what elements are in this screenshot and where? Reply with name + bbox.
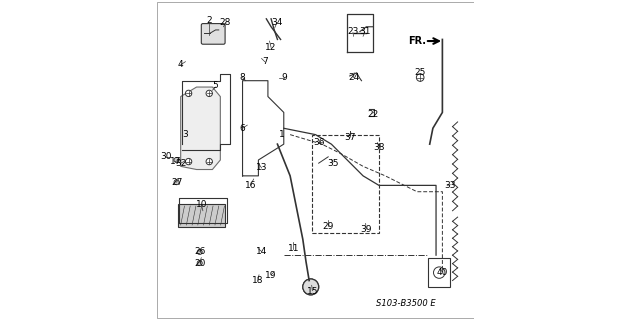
Text: 2: 2: [206, 16, 212, 25]
Text: 35: 35: [327, 159, 339, 168]
Text: 18: 18: [252, 276, 264, 285]
Text: 16: 16: [245, 181, 256, 190]
Text: 36: 36: [313, 138, 324, 147]
Text: 31: 31: [359, 27, 370, 36]
Text: 5: 5: [213, 81, 218, 90]
Text: S103-B3500 E: S103-B3500 E: [377, 299, 436, 308]
Text: 13: 13: [256, 164, 268, 172]
FancyBboxPatch shape: [201, 24, 225, 44]
Circle shape: [303, 279, 319, 295]
Text: 32: 32: [175, 159, 186, 168]
Text: 3: 3: [182, 130, 188, 139]
Text: 37: 37: [345, 133, 356, 142]
Text: 14: 14: [256, 247, 268, 257]
Text: 6: 6: [240, 124, 245, 133]
Text: 4: 4: [178, 60, 184, 69]
Text: 30: 30: [160, 152, 172, 161]
Text: 11: 11: [288, 244, 299, 253]
Text: 25: 25: [415, 68, 426, 77]
Text: 1: 1: [280, 130, 285, 139]
Text: 40: 40: [437, 268, 448, 277]
Text: 8: 8: [240, 73, 245, 82]
Circle shape: [197, 250, 203, 254]
Text: 23: 23: [347, 27, 358, 36]
Circle shape: [197, 260, 203, 266]
Circle shape: [206, 158, 213, 165]
Text: FR.: FR.: [408, 36, 427, 46]
Text: 15: 15: [307, 287, 318, 296]
Text: 27: 27: [171, 178, 182, 187]
Bar: [312, 135, 379, 233]
Text: 22: 22: [367, 109, 378, 118]
Text: 9: 9: [281, 73, 286, 82]
Bar: [428, 258, 451, 287]
Text: 28: 28: [220, 18, 231, 27]
Polygon shape: [177, 204, 225, 227]
Text: 33: 33: [445, 181, 456, 190]
Text: 10: 10: [196, 200, 207, 209]
Circle shape: [174, 180, 179, 185]
Text: 19: 19: [266, 271, 277, 280]
Text: 39: 39: [360, 225, 372, 234]
Text: 20: 20: [194, 259, 206, 268]
Text: 17: 17: [170, 157, 181, 166]
Polygon shape: [180, 87, 220, 170]
Text: 38: 38: [373, 143, 385, 152]
Text: 29: 29: [322, 222, 334, 231]
Circle shape: [186, 90, 192, 97]
Circle shape: [416, 74, 424, 81]
Text: 34: 34: [271, 18, 283, 27]
Text: 26: 26: [194, 247, 206, 257]
Circle shape: [186, 158, 192, 165]
Text: 12: 12: [266, 43, 277, 52]
Circle shape: [206, 90, 213, 97]
Text: 7: 7: [262, 57, 268, 66]
Text: 24: 24: [348, 73, 359, 82]
Circle shape: [174, 157, 179, 163]
